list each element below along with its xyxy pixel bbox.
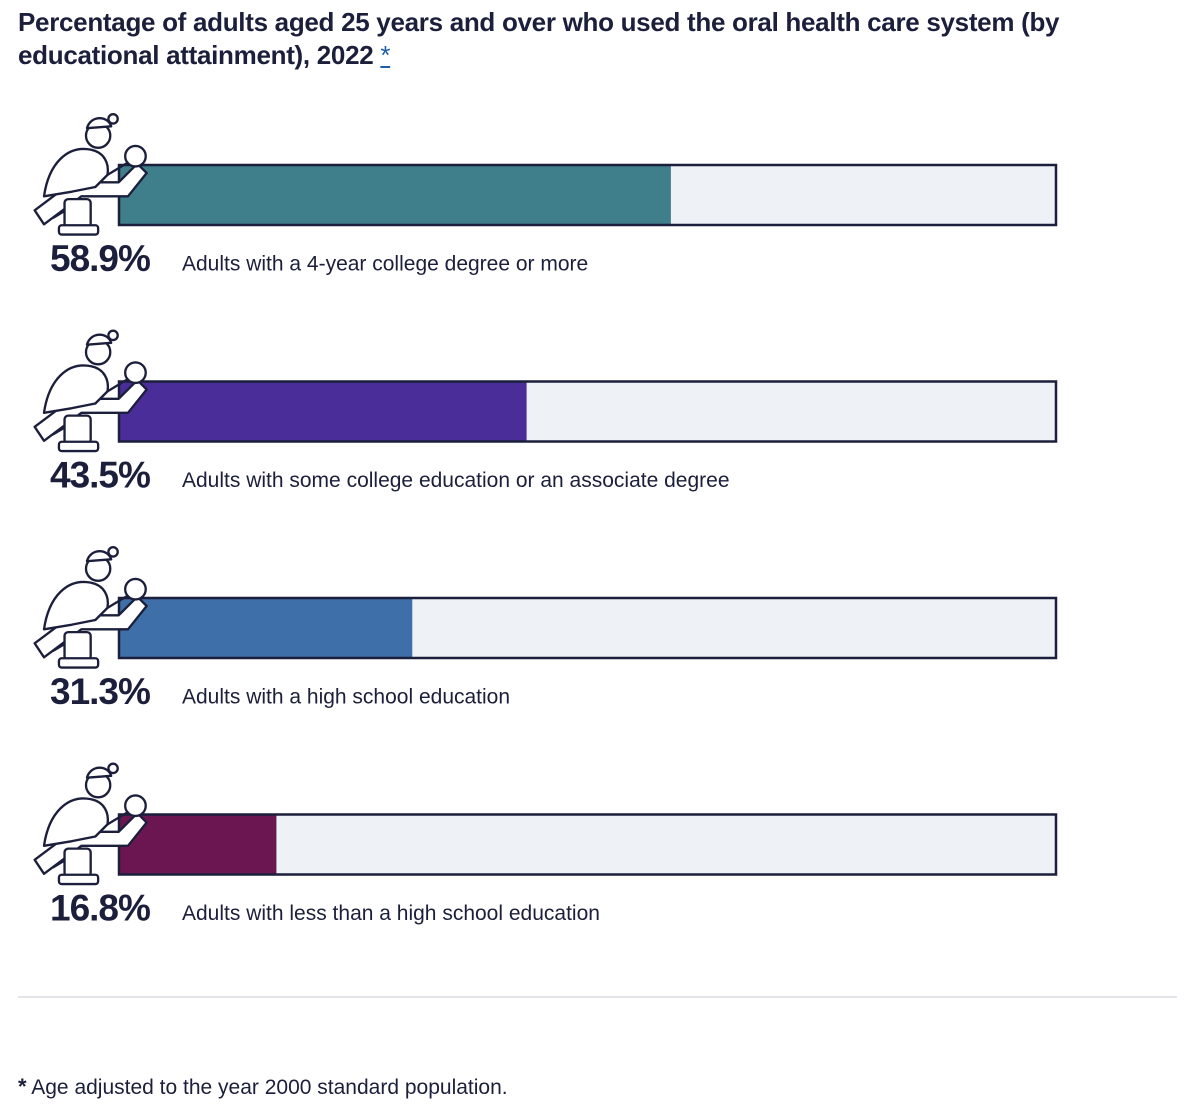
footnote-link[interactable]: * — [380, 40, 391, 70]
value-label: 43.5% — [50, 454, 150, 495]
category-label: Adults with a 4-year college degree or m… — [182, 253, 588, 276]
chart-title: Percentage of adults aged 25 years and o… — [18, 7, 1060, 70]
chart-title-block: Percentage of adults aged 25 years and o… — [18, 6, 1098, 72]
category-label: Adults with some college education or an… — [182, 469, 730, 492]
value-label: 16.8% — [50, 887, 150, 928]
footnote-marker: * — [18, 1074, 27, 1099]
value-label: 58.9% — [50, 238, 150, 279]
value-label: 31.3% — [50, 671, 150, 712]
category-label: Adults with less than a high school educ… — [182, 902, 600, 925]
chart: 58.9% Adults with a 4-year college degree… — [18, 113, 1177, 998]
footnote: * Age adjusted to the year 2000 standard… — [18, 1074, 508, 1100]
bar — [119, 381, 527, 442]
category-label: Adults with a high school education — [182, 686, 510, 709]
bar — [119, 165, 671, 225]
footnote-text: Age adjusted to the year 2000 standard p… — [31, 1076, 508, 1099]
bar — [119, 598, 413, 658]
